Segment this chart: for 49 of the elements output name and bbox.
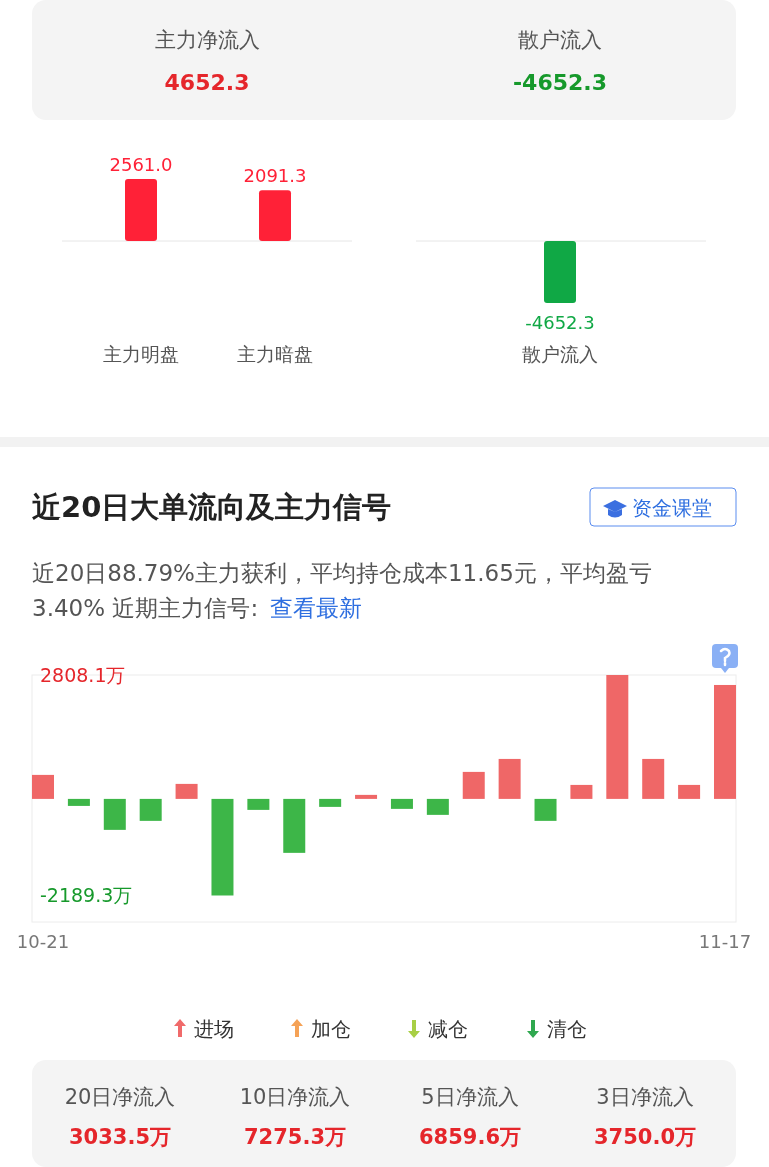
bar	[534, 798, 557, 821]
category-label: 20日净流入	[64, 1085, 176, 1109]
bar	[211, 798, 234, 896]
text: 加仓	[311, 1017, 351, 1041]
bar	[67, 798, 90, 806]
x-tick-label: 10-21	[16, 931, 70, 952]
category-label: 3日净流入	[596, 1085, 694, 1109]
bar	[247, 798, 270, 810]
bar	[283, 798, 306, 853]
bar	[32, 774, 54, 799]
chart-title: 近20日大单流向及主力信号	[32, 490, 392, 524]
text: 进场	[194, 1017, 234, 1041]
y-tick-label: 2808.1万	[40, 664, 126, 686]
bar	[678, 784, 701, 799]
data-label: 3750.0万	[593, 1125, 697, 1149]
text: 资金课堂	[632, 496, 712, 520]
bar	[606, 675, 629, 799]
bar	[355, 794, 378, 799]
text: 查看最新	[270, 595, 363, 621]
category-label: 5日净流入	[421, 1085, 519, 1109]
x-tick-label: 主力暗盘	[237, 343, 313, 365]
bar	[390, 798, 413, 809]
bar	[498, 758, 521, 799]
data-label: 7275.3万	[243, 1125, 347, 1149]
bar	[319, 798, 342, 807]
category-label: 主力净流入	[154, 28, 260, 52]
bar	[642, 758, 665, 799]
bar	[175, 783, 198, 799]
bar	[570, 784, 593, 799]
category-label: 散户流入	[518, 28, 602, 52]
x-tick-label: 主力明盘	[103, 343, 179, 365]
data-label: -4652.3	[512, 70, 608, 95]
text: 减仓	[428, 1017, 468, 1041]
category-label: 10日净流入	[239, 1085, 351, 1109]
data-label: 3033.5万	[68, 1125, 172, 1149]
bar	[714, 684, 736, 799]
data-label: -4652.3	[525, 312, 595, 333]
x-tick-label: 散户流入	[522, 343, 598, 365]
text: 清仓	[547, 1017, 587, 1041]
bar	[462, 771, 485, 799]
x-tick-label: 11-17	[698, 931, 752, 952]
bar	[426, 798, 449, 815]
data-label: 2561.0	[109, 154, 173, 175]
data-label: 2091.3	[243, 165, 307, 187]
bar	[139, 798, 162, 821]
data-label: 4652.3	[164, 70, 250, 95]
bar	[103, 798, 126, 830]
data-label: 6859.6万	[418, 1125, 522, 1149]
y-tick-label: -2189.3万	[40, 884, 133, 907]
